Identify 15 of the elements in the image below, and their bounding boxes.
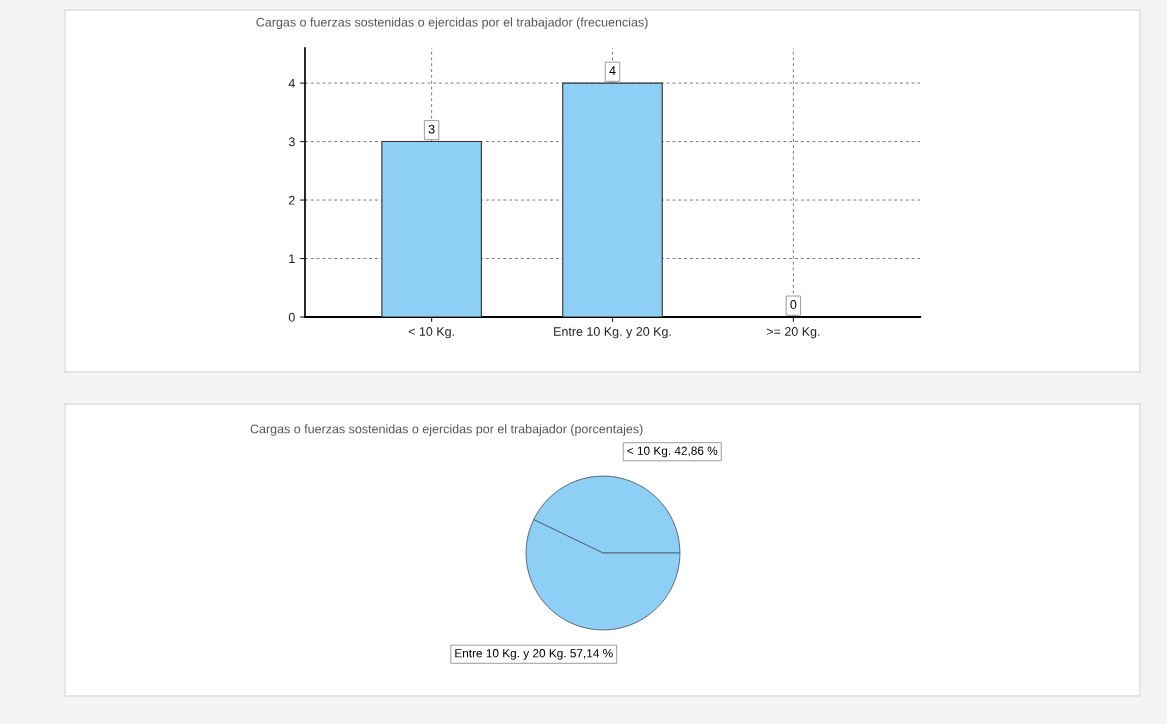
data-label: 3 (428, 124, 435, 134)
slice-label: < 10 Kg. 42,86 % (627, 446, 718, 458)
y-tick-label: 3 (288, 137, 295, 147)
x-tick-label: Entre 10 Kg. y 20 Kg. (554, 327, 671, 339)
data-label: 0 (790, 300, 797, 309)
chart-title: Cargas o fuerzas sostenidas o ejercidas por el trabajador (porcentajes) (250, 424, 643, 436)
y-tick-label: 0 (288, 312, 295, 322)
data-label: 4 (609, 66, 616, 75)
x-tick-label: >= 20 Kg. (766, 327, 820, 339)
chart-title: Cargas o fuerzas sostenidas o ejercidas por el trabajador (frecuencias) (256, 17, 648, 30)
x-tick-label: < 10 Kg. (408, 327, 454, 339)
slice-label: Entre 10 Kg. y 20 Kg. 57,14 % (455, 649, 613, 660)
y-tick-label: 2 (288, 195, 295, 205)
y-tick-label: 1 (289, 254, 295, 264)
y-tick-label: 4 (288, 79, 295, 88)
